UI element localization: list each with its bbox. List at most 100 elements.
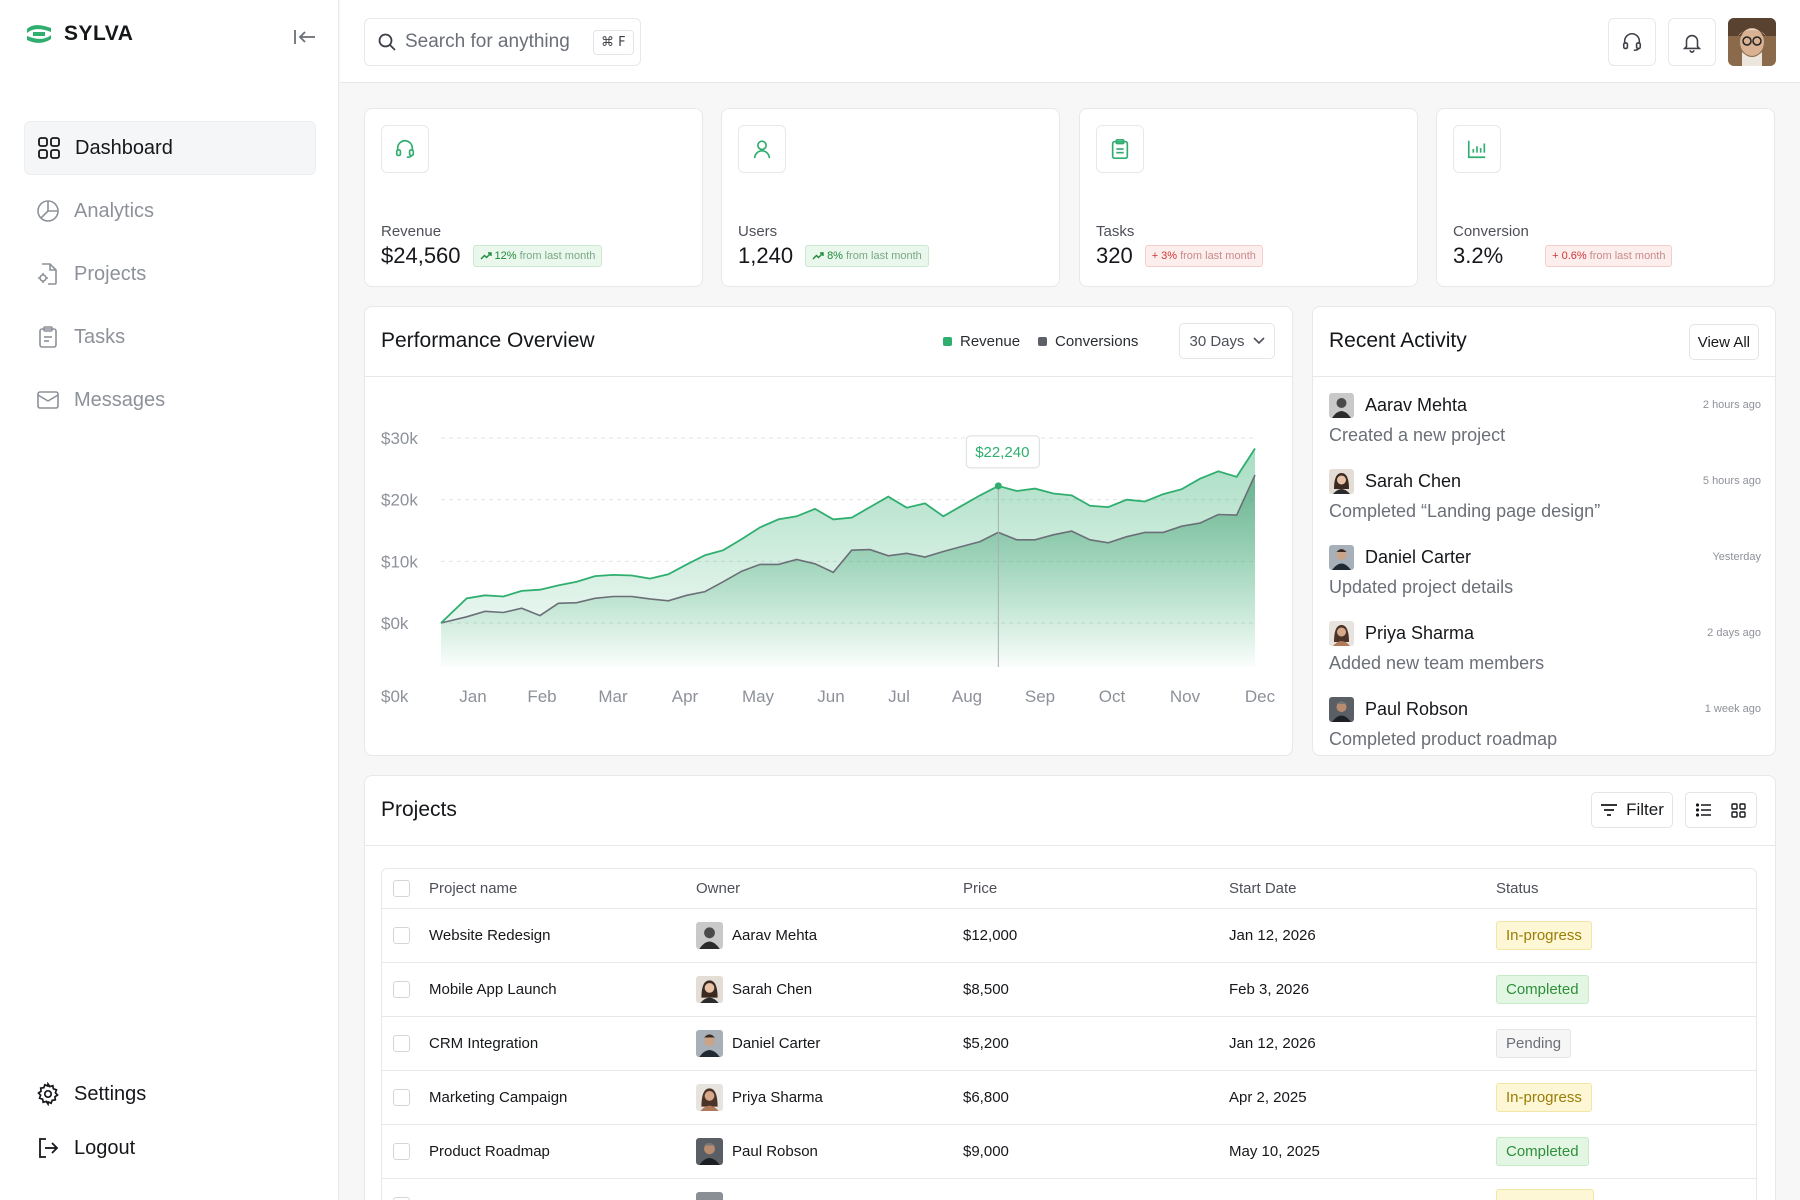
x-tick-label: May xyxy=(742,687,775,706)
avatar xyxy=(696,1083,723,1111)
column-header[interactable]: Project name xyxy=(429,869,696,909)
logout-icon xyxy=(39,1138,59,1158)
project-price: $5,200 xyxy=(963,1016,1229,1071)
activity-item[interactable]: Daniel Carter Yesterday Updated project … xyxy=(1329,545,1761,621)
status-badge: Completed xyxy=(1496,974,1589,1004)
row-checkbox[interactable] xyxy=(393,926,410,944)
row-checkbox[interactable] xyxy=(393,1034,410,1052)
legend-item-conversions: Conversions xyxy=(1038,333,1138,350)
select-all-checkbox[interactable] xyxy=(393,880,410,898)
sidebar-item-label: Settings xyxy=(74,1082,147,1105)
sidebar-item-label: Projects xyxy=(74,262,147,285)
gear-icon xyxy=(37,1082,59,1106)
row-checkbox[interactable] xyxy=(393,1196,410,1200)
clipboard-icon xyxy=(1111,139,1129,159)
column-header[interactable]: Start Date xyxy=(1229,869,1496,909)
table-row[interactable]: Product Roadmap Paul Robson $9,000 May 1… xyxy=(382,1124,1756,1179)
person-photo-icon xyxy=(1329,697,1354,722)
user-avatar[interactable] xyxy=(1728,18,1776,66)
grid-view-button[interactable] xyxy=(1721,793,1756,827)
collapse-sidebar-button[interactable] xyxy=(290,24,320,50)
stat-card-users: Users 1,240 8% from last month xyxy=(721,108,1060,287)
file-gear-icon xyxy=(38,263,57,285)
status-badge: Completed xyxy=(1496,1136,1589,1166)
sidebar-item-analytics[interactable]: Analytics xyxy=(24,184,316,238)
y-tick-label: $30k xyxy=(381,429,418,448)
search-input[interactable] xyxy=(405,31,585,53)
project-price: $9,000 xyxy=(963,1124,1229,1179)
y-tick-label: $10k xyxy=(381,552,418,571)
column-header[interactable]: Status xyxy=(1496,869,1756,909)
status-badge: Pending xyxy=(1496,1028,1572,1058)
projects-table: Project name Owner Price Start Date Stat… xyxy=(381,868,1757,1200)
performance-chart: $30k $20k $10k $0k $0k Jan Feb Mar Apr May Jun Jul A… xyxy=(381,429,1276,706)
stat-icon-box xyxy=(1096,125,1144,173)
activity-item[interactable]: Sarah Chen 5 hours ago Completed “Landin… xyxy=(1329,469,1761,545)
x-tick-label: Jun xyxy=(817,687,844,706)
support-button[interactable] xyxy=(1608,18,1656,66)
activity-item[interactable]: Aarav Mehta 2 hours ago Created a new pr… xyxy=(1329,393,1761,469)
grid-icon xyxy=(1731,802,1746,818)
activity-user-name: Daniel Carter xyxy=(1365,547,1472,567)
brand[interactable]: SYLVA xyxy=(24,22,133,46)
table-row[interactable]: Mobile App Launch Sarah Chen $8,500 Feb … xyxy=(382,962,1756,1017)
sidebar-item-messages[interactable]: Messages xyxy=(24,373,316,427)
stat-value: $24,560 xyxy=(381,243,461,268)
row-checkbox[interactable] xyxy=(393,980,410,998)
list-view-button[interactable] xyxy=(1686,793,1721,827)
filter-button[interactable]: Filter xyxy=(1591,792,1673,828)
search-box[interactable]: ⌘ F xyxy=(364,18,641,66)
range-select[interactable]: 30 Days xyxy=(1179,323,1275,359)
table-row[interactable]: Marketing Campaign Priya Sharma $6,800 A… xyxy=(382,1070,1756,1125)
sidebar-item-tasks[interactable]: Tasks xyxy=(24,310,316,364)
stat-value: 320 xyxy=(1096,243,1133,268)
notifications-button[interactable] xyxy=(1668,18,1716,66)
project-name: Mobile App Launch xyxy=(429,962,696,1017)
x-tick-label: Feb xyxy=(527,687,556,706)
sidebar-item-projects[interactable]: Projects xyxy=(24,247,316,301)
project-name: Website Redesign xyxy=(429,908,696,963)
activity-user-name: Paul Robson xyxy=(1365,699,1469,719)
project-start-date: Feb 3, 2026 xyxy=(1229,962,1496,1017)
sidebar-item-label: Tasks xyxy=(74,325,126,348)
table-row[interactable]: Website Redesign Aarav Mehta $12,000 Jan… xyxy=(382,908,1756,963)
collapse-left-icon xyxy=(294,30,315,44)
project-price: $8,500 xyxy=(963,962,1229,1017)
view-all-button[interactable]: View All xyxy=(1688,324,1759,360)
avatar xyxy=(1329,621,1354,646)
sidebar-item-dashboard[interactable]: Dashboard xyxy=(24,121,316,175)
y-tick-label: $20k xyxy=(381,491,418,510)
person-photo-icon xyxy=(1329,469,1354,494)
range-select-value: 30 Days xyxy=(1189,332,1245,350)
x-tick-label: Mar xyxy=(598,687,628,706)
column-header[interactable]: Price xyxy=(963,869,1229,909)
grid-icon xyxy=(38,137,60,159)
project-name xyxy=(429,1178,696,1200)
row-checkbox[interactable] xyxy=(393,1142,410,1160)
project-name: Product Roadmap xyxy=(429,1124,696,1179)
x-tick-label: Apr xyxy=(672,687,699,706)
revenue-line xyxy=(440,448,1256,624)
avatar xyxy=(696,1029,723,1057)
table-row[interactable] xyxy=(382,1178,1756,1200)
conversions-area xyxy=(441,475,1255,667)
project-price: $6,800 xyxy=(963,1070,1229,1125)
sidebar-item-logout[interactable]: Logout xyxy=(24,1121,316,1175)
activity-time: 2 hours ago xyxy=(1702,399,1761,411)
column-header[interactable]: Owner xyxy=(696,869,963,909)
row-checkbox[interactable] xyxy=(393,1088,410,1106)
stat-icon-box xyxy=(381,125,429,173)
filter-label: Filter xyxy=(1626,800,1664,819)
activity-user-name: Priya Sharma xyxy=(1365,623,1475,643)
sidebar-item-settings[interactable]: Settings xyxy=(24,1067,316,1121)
x-tick-label: Jan xyxy=(459,687,486,706)
activity-item[interactable]: Paul Robson 1 week ago Completed product… xyxy=(1329,697,1761,755)
stat-card-conversion: Conversion 3.2% + 0.6% from last month xyxy=(1436,108,1775,287)
activity-item[interactable]: Priya Sharma 2 days ago Added new team m… xyxy=(1329,621,1761,697)
person-photo-icon xyxy=(696,975,723,1003)
avatar xyxy=(696,1191,723,1200)
sidebar-item-label: Messages xyxy=(74,388,166,411)
table-row[interactable]: CRM Integration Daniel Carter $5,200 Jan… xyxy=(382,1016,1756,1071)
stat-card-tasks: Tasks 320 + 3% from last month xyxy=(1079,108,1418,287)
activity-time: 2 days ago xyxy=(1707,627,1761,639)
